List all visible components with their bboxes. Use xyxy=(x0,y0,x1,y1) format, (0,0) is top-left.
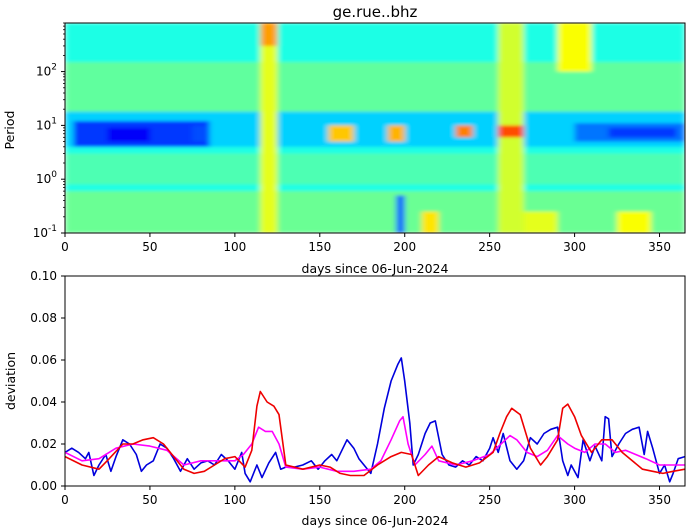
heatmap-cell xyxy=(498,125,524,138)
top-x-tick-label: 250 xyxy=(478,240,501,254)
bottom-y-tick-label: 0.04 xyxy=(30,395,57,409)
bottom-x-tick-label: 100 xyxy=(223,493,246,507)
heatmap-cell xyxy=(523,211,558,233)
top-x-tick-label: 0 xyxy=(61,240,69,254)
bottom-y-tick-label: 0.02 xyxy=(30,437,57,451)
bottom-y-tick-label: 0.06 xyxy=(30,353,57,367)
heatmap-cell xyxy=(192,125,210,142)
heatmap-cell xyxy=(328,125,354,142)
bottom-x-tick-label: 50 xyxy=(142,493,157,507)
bottom-x-tick-label: 150 xyxy=(308,493,331,507)
bottom-x-axis-label: days since 06-Jun-2024 xyxy=(302,513,449,528)
top-chart-title: ge.rue..bhz xyxy=(333,3,418,21)
deviation-series-line-2 xyxy=(65,415,685,473)
heatmap-cell xyxy=(65,191,685,233)
bottom-y-tick-label: 0.08 xyxy=(30,311,57,325)
deviation-series-line-3 xyxy=(65,390,685,477)
bottom-y-axis-label: deviation xyxy=(3,352,18,410)
bottom-x-tick-label: 200 xyxy=(393,493,416,507)
heatmap-cell xyxy=(455,125,473,138)
heatmap-cell xyxy=(387,125,405,142)
heatmap-cell xyxy=(260,23,278,233)
top-x-axis-label: days since 06-Jun-2024 xyxy=(302,261,449,276)
heatmap-cell xyxy=(608,127,677,138)
heatmap-area xyxy=(65,23,685,233)
heatmap-cell xyxy=(107,127,150,142)
top-x-tick-label: 100 xyxy=(223,240,246,254)
top-y-tick-label: 100 xyxy=(36,170,57,186)
heatmap-cell xyxy=(396,195,405,233)
top-x-tick-label: 300 xyxy=(563,240,586,254)
deviation-series-line-1 xyxy=(65,357,685,483)
top-y-tick-label: 10-1 xyxy=(33,224,57,240)
top-y-axis-label: Period xyxy=(2,111,17,150)
heatmap-cell xyxy=(617,211,652,233)
heatmap-cell xyxy=(260,23,278,46)
top-x-tick-label: 50 xyxy=(142,240,157,254)
top-x-tick-label: 200 xyxy=(393,240,416,254)
bottom-y-tick-label: 0.10 xyxy=(30,269,57,283)
bottom-x-tick-label: 300 xyxy=(563,493,586,507)
bottom-x-tick-label: 350 xyxy=(648,493,671,507)
heatmap-cell xyxy=(65,153,685,185)
top-plot-frame xyxy=(64,22,686,234)
top-x-tick-label: 150 xyxy=(308,240,331,254)
top-y-tick-label: 102 xyxy=(36,63,57,79)
bottom-x-tick-label: 0 xyxy=(61,493,69,507)
heatmap-cell xyxy=(421,211,439,233)
heatmap-cell xyxy=(557,23,592,72)
heatmap-cell xyxy=(65,62,685,116)
top-x-tick-label: 350 xyxy=(648,240,671,254)
top-y-tick-label: 101 xyxy=(36,116,57,132)
bottom-x-tick-label: 250 xyxy=(478,493,501,507)
bottom-plot-frame xyxy=(64,275,686,487)
bottom-y-tick-label: 0.00 xyxy=(30,479,57,493)
